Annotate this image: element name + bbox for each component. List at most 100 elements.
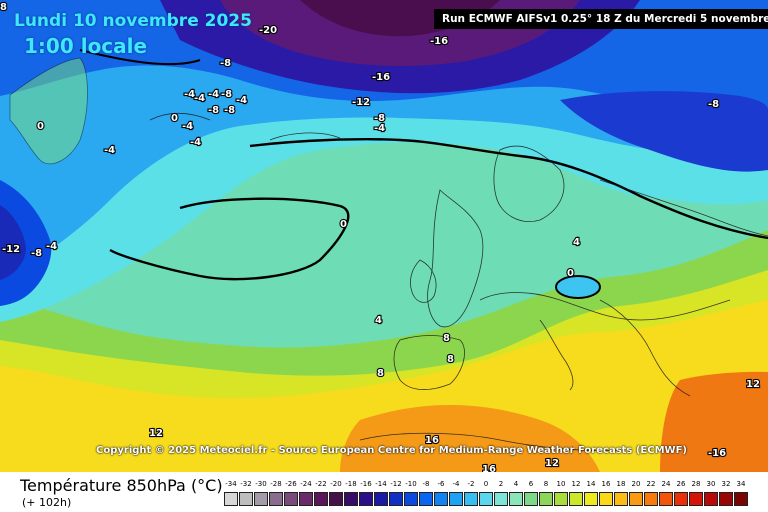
- isotherm-label: -8: [708, 99, 719, 110]
- legend-color-swatch: [344, 492, 358, 506]
- legend-tick-label: 12: [571, 480, 581, 488]
- orange-east: [660, 371, 768, 472]
- cold-core-west: [0, 205, 26, 280]
- legend-color-swatch: [599, 492, 613, 506]
- legend-tick-label: 4: [513, 480, 519, 488]
- isotherm-label: -12: [2, 244, 20, 255]
- legend-tick-label: -30: [255, 480, 267, 488]
- isotherm-label: -8: [224, 105, 235, 116]
- legend-color-swatch: [644, 492, 658, 506]
- zero-isotherm-north: [249, 138, 768, 240]
- legend-tick-label: 2: [498, 480, 504, 488]
- legend-tick-label: 20: [631, 480, 641, 488]
- isotherm-label: -4: [236, 95, 247, 106]
- isotherm-label: -20: [259, 25, 277, 36]
- legend-footer: Température 850hPa (°C) (+ 102h) -34 -32-…: [0, 472, 768, 512]
- legend-color-swatch: [494, 492, 508, 506]
- isotherm-label: 0: [340, 219, 347, 230]
- legend-tick-label: 0: [483, 480, 489, 488]
- isotherm-label: -12: [352, 97, 370, 108]
- forecast-lead-time: (+ 102h): [22, 496, 72, 509]
- legend-tick-label: 16: [601, 480, 611, 488]
- legend-color-swatch: [239, 492, 253, 506]
- legend-color-swatch: [569, 492, 583, 506]
- isotherm-label: -4: [208, 89, 219, 100]
- legend-tick-label: 18: [616, 480, 626, 488]
- legend-color-swatch: [734, 492, 748, 506]
- legend-tick-label: -10: [405, 480, 417, 488]
- legend-color-swatch: [479, 492, 493, 506]
- isotherm-label: 4: [573, 237, 580, 248]
- legend-tick-label: -6: [437, 480, 445, 488]
- isotherm-label: -4: [194, 93, 205, 104]
- isotherm-label: -8: [221, 89, 232, 100]
- legend-color-swatch: [299, 492, 313, 506]
- orange-south: [340, 405, 600, 472]
- legend-tick-label: -28: [270, 480, 282, 488]
- east-cold-patch: [560, 91, 768, 172]
- legend-tick-label: 34: [736, 480, 746, 488]
- legend-tick-label: 8: [543, 480, 549, 488]
- legend-color-swatch: [419, 492, 433, 506]
- legend-tick-label: -20: [330, 480, 342, 488]
- legend-color-swatch: [509, 492, 523, 506]
- legend-tick-label: -32: [240, 480, 252, 488]
- legend-tick-label: -8: [422, 480, 430, 488]
- legend-color-swatch: [224, 492, 238, 506]
- isotherm-label: 16: [482, 464, 496, 472]
- legend-color-swatch: [614, 492, 628, 506]
- legend-tick-label: -12: [390, 480, 402, 488]
- run-info-banner: Run ECMWF AIFSv1 0.25° 18 Z du Mercredi …: [434, 9, 768, 29]
- cold-bubble: [555, 275, 601, 299]
- isotherm-label: 12: [746, 379, 760, 390]
- legend-color-swatch: [539, 492, 553, 506]
- legend-tick-label: 30: [706, 480, 716, 488]
- isotherm-label: 8: [447, 354, 454, 365]
- isotherm-label: 0: [567, 268, 574, 279]
- legend-color-swatch: [719, 492, 733, 506]
- isotherm-label: 0: [37, 121, 44, 132]
- legend-color-swatch: [689, 492, 703, 506]
- legend-color-swatch: [404, 492, 418, 506]
- isotherm-label: 8: [443, 333, 450, 344]
- legend-color-swatch: [584, 492, 598, 506]
- legend-tick-label: -26: [285, 480, 297, 488]
- legend-tick-label: 24: [661, 480, 671, 488]
- legend-color-swatch: [374, 492, 388, 506]
- legend-color-swatch: [524, 492, 538, 506]
- legend-color-swatch: [269, 492, 283, 506]
- legend-color-swatch: [329, 492, 343, 506]
- isotherm-label: -8: [220, 58, 231, 69]
- legend-color-swatch: [674, 492, 688, 506]
- legend-tick-label: -22: [315, 480, 327, 488]
- legend-color-swatch: [554, 492, 568, 506]
- isotherm-label: -4: [46, 241, 57, 252]
- legend-color-swatch: [464, 492, 478, 506]
- isotherm-label: 8: [377, 368, 384, 379]
- isotherm-label: 12: [545, 458, 559, 469]
- isotherm-label: 4: [375, 315, 382, 326]
- legend-tick-label: -16: [360, 480, 372, 488]
- isotherm-label: 12: [149, 428, 163, 439]
- isotherm-label: -8: [374, 113, 385, 124]
- legend-tick-label: 14: [586, 480, 596, 488]
- legend-tick-label: -4: [452, 480, 460, 488]
- legend-tick-label: 10: [556, 480, 566, 488]
- temperature-field-map: -20 -16 -16 -12 -8 -8 -8 -4 -4 -4 -4 -8 …: [0, 0, 768, 472]
- legend-tick-label: -18: [345, 480, 357, 488]
- isotherm-label: 8: [0, 2, 7, 13]
- deep-blue-west: [0, 180, 52, 306]
- zero-isotherm-west: [109, 197, 350, 281]
- isotherm-label: -16: [430, 36, 448, 47]
- isotherm-label: -8: [208, 105, 219, 116]
- legend-color-swatch: [629, 492, 643, 506]
- isotherm-label: 16: [425, 435, 439, 446]
- legend-color-swatch: [359, 492, 373, 506]
- legend-color-swatch: [659, 492, 673, 506]
- forecast-date: Lundi 10 novembre 2025: [14, 11, 252, 31]
- isotherm-label: -16: [372, 72, 390, 83]
- weather-map: -20 -16 -16 -12 -8 -8 -8 -4 -4 -4 -4 -8 …: [0, 0, 768, 472]
- isotherm-label: -4: [374, 123, 385, 134]
- legend-color-swatch: [704, 492, 718, 506]
- legend-tick-label: -34: [225, 480, 237, 488]
